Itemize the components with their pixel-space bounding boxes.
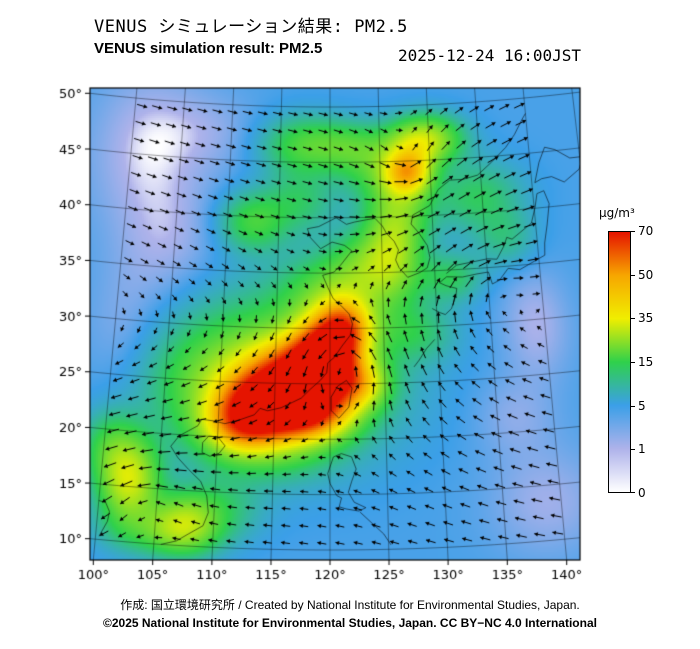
page-title-english: VENUS simulation result: PM2.5 xyxy=(94,40,323,57)
colorbar-tick-mark xyxy=(631,492,635,493)
colorbar-tick-label: 15 xyxy=(638,355,654,369)
colorbar-tick-label: 5 xyxy=(638,398,646,413)
colorbar-gradient xyxy=(608,231,631,493)
colorbar-tick-mark xyxy=(631,405,635,407)
colorbar-tick-label: 35 xyxy=(638,311,654,326)
colorbar-tick-mark xyxy=(631,231,635,232)
colorbar-tick-mark xyxy=(631,274,635,276)
license-text: ©2025 National Institute for Environment… xyxy=(103,616,597,630)
colorbar: 0 1 5 15 35 50 70 xyxy=(608,224,653,500)
colorbar-tick-mark xyxy=(631,449,635,451)
credit-text: 作成: 国立環境研究所 / Created by National Instit… xyxy=(120,598,580,612)
page-title-japanese: VENUS シミュレーション結果: PM2.5 xyxy=(94,17,408,37)
colorbar-tick-label: 70 xyxy=(638,224,654,238)
colorbar-tick-label: 1 xyxy=(638,442,646,457)
colorbar-tick-label: 0 xyxy=(638,486,646,500)
colorbar-unit-label: µg/m³ xyxy=(599,206,635,220)
timestamp-label: 2025-12-24 16:00JST xyxy=(398,46,582,65)
colorbar-tick-labels: 0 1 5 15 35 50 70 xyxy=(608,224,653,500)
colorbar-tick-mark xyxy=(631,318,635,320)
colorbar-tick-mark xyxy=(631,362,635,363)
colorbar-tick-label: 50 xyxy=(638,267,654,282)
